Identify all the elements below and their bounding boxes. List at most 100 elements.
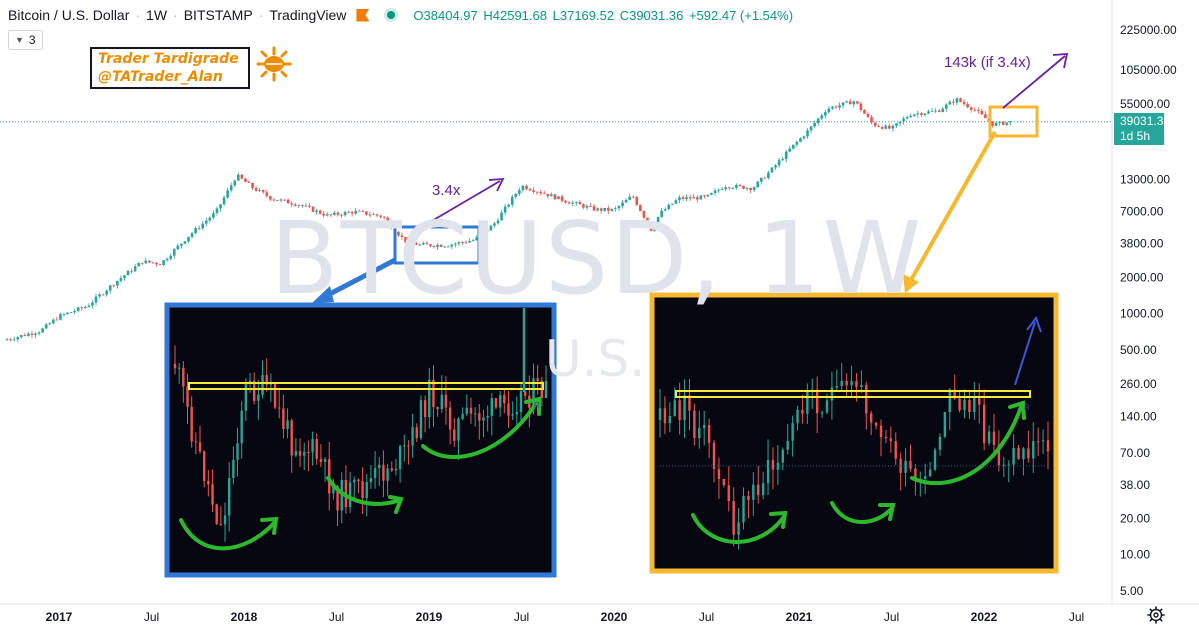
x-tick-label: 2018: [231, 610, 258, 624]
inset-candle-body: [904, 460, 907, 473]
candle-body: [767, 172, 770, 179]
candle-body: [518, 190, 521, 194]
candle-body: [603, 208, 607, 211]
candle-body: [984, 114, 987, 119]
candle-body: [831, 106, 834, 109]
future-target-label: 143k (if 3.4x): [944, 54, 1031, 71]
candle-body: [208, 217, 212, 221]
exchange-label: BITSTAMP: [183, 7, 253, 23]
inset-candle-body: [482, 417, 485, 421]
inset-candle-body: [737, 522, 740, 535]
flag-icon[interactable]: [356, 8, 370, 22]
candle-body: [325, 214, 329, 216]
indicator-count: 3: [28, 33, 36, 47]
author-name: Trader Tardigrade: [98, 51, 239, 67]
candle-body: [265, 192, 269, 197]
candle-body: [848, 101, 852, 105]
candle-body: [212, 213, 215, 218]
candle-body: [617, 206, 621, 209]
candle-body: [574, 202, 578, 203]
inset-blue-group: R: [164, 302, 557, 578]
candle-body: [361, 210, 365, 212]
candle-body: [446, 246, 450, 248]
inset-orange-group: R: [649, 292, 1059, 574]
candle-body: [80, 307, 84, 309]
candle-body: [493, 223, 496, 226]
inset-candle-body: [924, 476, 927, 480]
y-tick-label: 2000.00: [1120, 270, 1164, 284]
candle-body: [350, 212, 354, 214]
inset-candle-body: [236, 443, 239, 460]
candle-body: [482, 231, 486, 235]
y-tick-label: 3800.00: [1120, 237, 1164, 251]
inset-candle-body: [722, 478, 726, 486]
candle-body: [34, 333, 37, 335]
candle-body: [105, 290, 108, 295]
candle-body: [546, 193, 550, 197]
candle-body: [521, 185, 525, 191]
candle-body: [183, 241, 187, 244]
candle-body: [710, 193, 713, 195]
candle-body: [834, 106, 838, 108]
inset-candle-body: [825, 400, 829, 413]
candle-body: [44, 324, 48, 329]
candle-body: [756, 181, 760, 188]
gear-icon[interactable]: [1147, 606, 1165, 624]
candle-body: [254, 187, 258, 191]
inset-candle-body: [348, 482, 352, 508]
inset-candle-body: [717, 469, 721, 479]
candle-body: [799, 138, 802, 142]
inset-candle-body: [987, 431, 991, 444]
candle-body: [343, 212, 347, 216]
candle-body: [219, 204, 222, 209]
inset-candle-body: [815, 389, 819, 414]
candle-body: [318, 210, 322, 214]
y-tick-label: 70.00: [1120, 446, 1150, 460]
current-price-value: 39031.36: [1120, 114, 1171, 128]
inset-candle-body: [865, 385, 868, 414]
candle-body: [140, 262, 144, 264]
candle-body: [66, 312, 69, 315]
interval-label[interactable]: 1W: [146, 7, 168, 23]
inset-candle-body: [889, 438, 893, 442]
inset-candle-body: [419, 400, 423, 439]
past-target-label: 3.4x: [432, 182, 461, 199]
y-tick-label: 5.00: [1120, 584, 1144, 598]
inset-candle-body: [465, 407, 468, 414]
inset-candle-body: [1012, 448, 1015, 465]
candle-body: [1001, 121, 1005, 125]
candle-body: [738, 185, 742, 186]
candle-body: [329, 214, 333, 216]
candle-body: [5, 339, 9, 341]
candle-body: [301, 205, 304, 207]
inset-candle-body: [398, 446, 402, 469]
annotations-group: 3.4x 143k (if 3.4x): [312, 53, 1069, 303]
y-tick-label: 225000.00: [1120, 23, 1177, 37]
indicators-toggle-button[interactable]: ▼ 3: [8, 30, 43, 50]
candle-body: [379, 215, 382, 217]
candle-body: [542, 193, 546, 195]
symbol-name[interactable]: Bitcoin / U.S. Dollar: [8, 7, 130, 23]
candle-body: [94, 296, 98, 303]
curve-arrowhead: [878, 503, 896, 521]
chevron-down-icon: ▼: [15, 35, 24, 45]
candle-body: [759, 177, 763, 182]
candle-body: [631, 196, 635, 198]
inset-candle-body: [357, 479, 360, 482]
candle-body: [165, 258, 169, 261]
candle-body: [727, 187, 731, 189]
candle-body: [695, 197, 699, 200]
candle-body: [411, 240, 414, 243]
candle-body: [845, 101, 848, 103]
candle-body: [528, 189, 532, 191]
ohlc-change: +592.47 (+1.54%): [688, 7, 794, 23]
candle-body: [948, 101, 952, 105]
inset-candle-body: [248, 380, 252, 383]
inset-candle-body: [707, 425, 711, 443]
candle-body: [784, 151, 788, 160]
candle-body: [539, 192, 543, 194]
candle-body: [333, 212, 336, 215]
inset-candle-body: [806, 391, 809, 414]
candle-body: [336, 212, 340, 215]
